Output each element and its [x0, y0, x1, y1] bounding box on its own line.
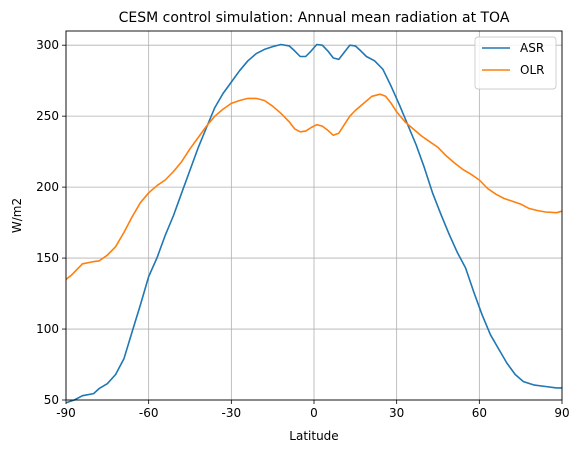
y-tick-label: 50: [44, 393, 59, 407]
x-axis-ticks: -90 -60 -30 0 30 60 90: [56, 400, 570, 420]
x-tick-label: 0: [310, 406, 318, 420]
y-axis-label: W/m2: [10, 198, 24, 233]
series-line-olr: [65, 93, 563, 281]
x-tick-label: -60: [139, 406, 159, 420]
x-tick-label: 90: [554, 406, 569, 420]
legend-label-asr: ASR: [520, 41, 544, 55]
series-layer: [65, 43, 563, 404]
y-tick-label: 300: [36, 38, 59, 52]
y-axis-ticks: 50 100 150 200 250 300: [36, 38, 66, 407]
legend-label-olr: OLR: [520, 63, 544, 77]
series-line-asr: [65, 43, 562, 404]
x-tick-label: -30: [222, 406, 242, 420]
legend-box: [474, 36, 557, 90]
legend-items: ASR OLR: [482, 41, 544, 77]
x-tick-label: -90: [56, 406, 76, 420]
x-tick-label: 30: [389, 406, 404, 420]
y-tick-label: 100: [36, 322, 59, 336]
x-axis-label: Latitude: [289, 429, 338, 443]
legend: ASR OLR: [474, 36, 557, 90]
y-tick-label: 150: [36, 251, 59, 265]
chart-title: CESM control simulation: Annual mean rad…: [119, 10, 510, 26]
y-tick-label: 200: [36, 180, 59, 194]
x-tick-label: 60: [472, 406, 487, 420]
y-tick-label: 250: [36, 109, 59, 123]
